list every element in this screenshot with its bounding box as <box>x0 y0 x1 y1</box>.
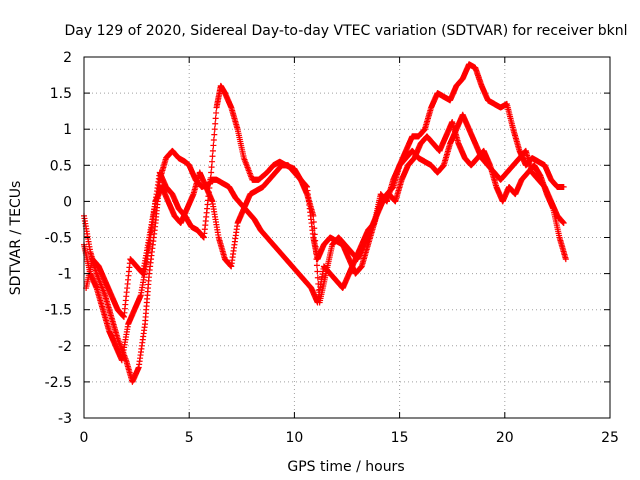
y-tick-label: 1 <box>63 122 72 138</box>
x-tick-label: 25 <box>601 430 619 446</box>
y-tick-label: 0.5 <box>50 158 72 174</box>
data-point-dense <box>212 115 219 122</box>
data-point <box>310 212 317 219</box>
data-point-dense <box>313 262 320 269</box>
data-point-dense <box>310 219 317 226</box>
data-point-dense <box>209 147 216 154</box>
y-tick-label: 1.5 <box>50 86 72 102</box>
y-tick-label: -0.5 <box>45 231 72 247</box>
y-tick-label: -3 <box>58 411 72 427</box>
data-point-dense <box>210 137 217 144</box>
data-point-dense <box>211 126 218 133</box>
y-tick-label: -1.5 <box>45 303 72 319</box>
data-point-dense <box>209 158 216 165</box>
data-point-dense <box>313 249 320 256</box>
data-point-dense <box>315 280 322 287</box>
y-tick-label: -2.5 <box>45 375 72 391</box>
data-point-dense <box>311 231 318 238</box>
chart-title: Day 129 of 2020, Sidereal Day-to-day VTE… <box>65 23 628 39</box>
grid-lines <box>84 57 610 418</box>
data-point-dense <box>313 256 320 263</box>
data-point <box>560 220 567 227</box>
x-axis-label: GPS time / hours <box>287 459 404 475</box>
data-point <box>560 183 567 190</box>
data-point-dense <box>213 109 220 116</box>
y-tick-label: -1 <box>58 267 72 283</box>
data-point-dense <box>208 164 215 171</box>
x-tick-label: 15 <box>391 430 409 446</box>
x-tick-label: 20 <box>496 430 514 446</box>
y-tick-label: -2 <box>58 339 72 355</box>
data-point-dense <box>211 131 218 138</box>
y-tick-label: 0 <box>63 194 72 210</box>
data-point-dense <box>312 243 319 250</box>
x-tick-label: 5 <box>185 430 194 446</box>
data-point-dense <box>210 142 217 149</box>
x-tick-label: 0 <box>80 430 89 446</box>
data-point-dense <box>208 169 215 176</box>
data-series <box>81 61 567 385</box>
data-point-dense <box>212 120 219 127</box>
x-tick-label: 10 <box>285 430 303 446</box>
data-points <box>81 61 569 385</box>
data-point <box>562 256 569 263</box>
data-point-dense <box>314 274 321 281</box>
axis-ticks: 0 5 10 15 20 25 -3 -2.5 -2 -1.5 -1 -0.5 0 0.5 1 1.5 2 <box>45 50 619 446</box>
data-point-dense <box>209 153 216 160</box>
data-point-dense <box>312 237 319 244</box>
data-series <box>83 118 569 320</box>
y-tick-label: 2 <box>63 50 72 66</box>
y-axis-label: SDTVAR / TECUs <box>8 181 24 296</box>
data-point-dense <box>314 268 321 275</box>
data-point-dense <box>311 225 318 232</box>
